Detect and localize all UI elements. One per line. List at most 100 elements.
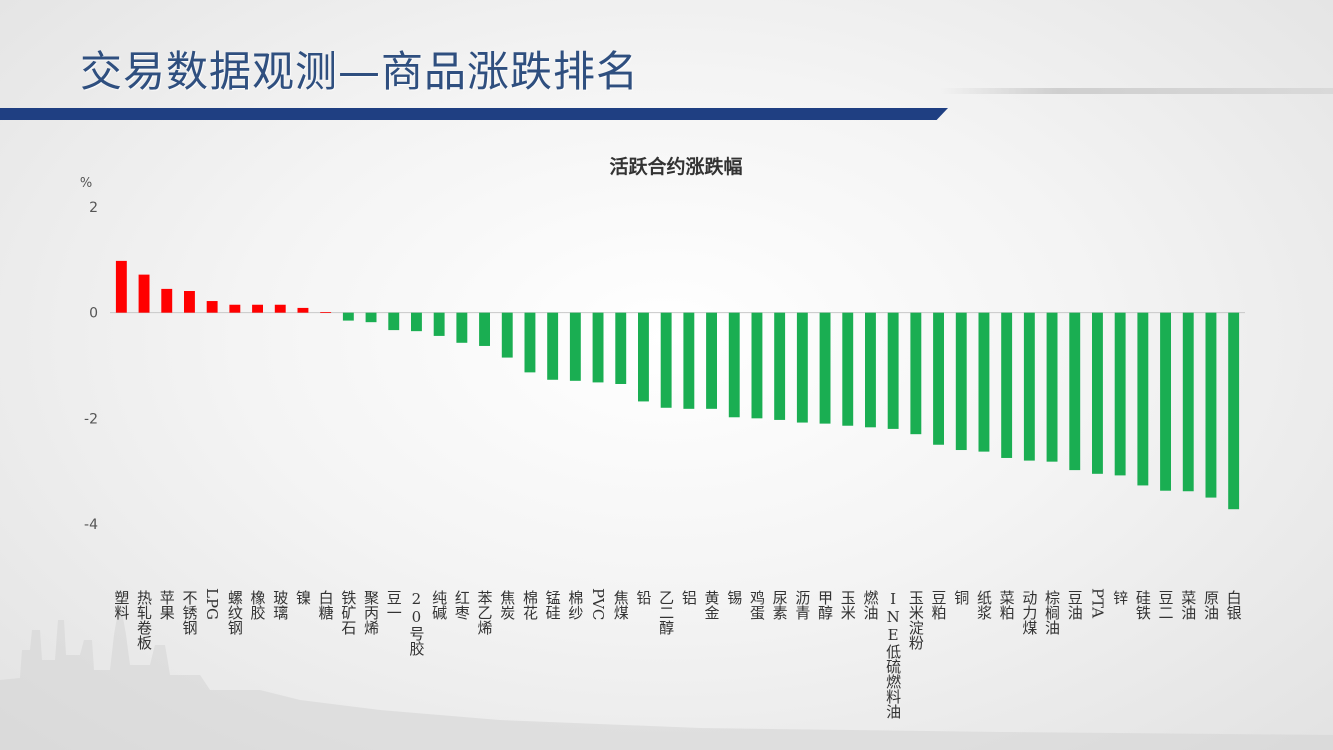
bar: [978, 312, 990, 452]
y-tick-label: 2: [89, 200, 98, 216]
x-category-label: INE低硫燃料油: [884, 590, 902, 719]
bar: [933, 312, 944, 445]
bar-series: [115, 260, 1240, 510]
x-category-label: 橡胶: [249, 590, 267, 621]
bar: [1137, 312, 1149, 486]
bar: [819, 312, 831, 424]
bar: [1092, 312, 1103, 474]
y-axis: 2 0 -2 -4: [84, 200, 98, 533]
bar: [274, 304, 286, 313]
bar: [569, 312, 581, 381]
bar: [615, 312, 627, 384]
x-category-label: 乙二醇: [657, 590, 675, 635]
bar: [1023, 312, 1035, 461]
bar: [479, 312, 490, 346]
bar: [342, 312, 354, 321]
bar: [1001, 312, 1013, 458]
bar: [1228, 312, 1240, 510]
x-category-label: 燃油: [861, 589, 879, 620]
bar: [774, 312, 786, 420]
x-category-label: 玻璃: [271, 590, 289, 620]
bar: [706, 312, 717, 409]
x-category-label: 焦煤: [612, 590, 630, 620]
x-category-label: 不锈钢: [180, 590, 198, 636]
x-category-label: 铅: [634, 590, 652, 605]
x-category-label: 鸡蛋: [748, 590, 766, 621]
bar: [1160, 312, 1171, 491]
bar: [229, 304, 241, 313]
slide-title: 交易数据观测—商品涨跌排名: [80, 47, 640, 96]
x-category-label: 白银: [1225, 590, 1243, 620]
x-category-label: 菜油: [1179, 590, 1197, 620]
y-tick-label: -4: [84, 517, 98, 533]
x-category-label: 黄金: [703, 590, 721, 620]
x-axis-category-labels: 塑料 热轧卷板 苹果 不锈钢 LPG 螺纹钢 橡胶 玻璃镍白糖 铁矿石 聚丙烯 豆一 20号胶 纯碱 红枣…: [112, 588, 1242, 719]
bar: [728, 312, 740, 418]
bar: [297, 307, 309, 313]
x-category-label: 棕榈油: [1043, 590, 1061, 635]
x-category-label: 菜粕: [998, 590, 1016, 620]
x-category-label: 苹果: [158, 590, 176, 620]
x-category-label: 棉纱: [566, 590, 584, 620]
bar: [796, 312, 808, 423]
bar: [592, 312, 604, 383]
x-category-label: 焦炭: [498, 590, 516, 620]
y-tick-label: -2: [84, 411, 98, 427]
x-category-label: 沥青: [793, 590, 811, 620]
x-category-label: 原油: [1202, 590, 1220, 620]
x-category-label: 白糖: [317, 590, 335, 620]
x-category-label: PVC: [589, 588, 607, 620]
x-category-label: 铁矿石: [339, 590, 357, 635]
bar: [501, 312, 513, 358]
x-category-label: 豆二: [1157, 590, 1175, 620]
bar: [1205, 312, 1217, 498]
bar: [547, 312, 559, 380]
bar: [206, 301, 218, 313]
bar: [184, 291, 195, 313]
x-category-label: 甲醇: [816, 590, 834, 620]
bar: [910, 312, 922, 435]
bar: [433, 312, 445, 336]
x-category-label: 热轧卷板: [135, 590, 153, 650]
x-category-label: 豆粕: [930, 590, 948, 620]
x-category-label: 红枣: [453, 590, 471, 620]
bar: [1114, 312, 1126, 476]
x-category-label: 豆一: [385, 590, 403, 620]
x-category-label: 苯乙烯: [476, 590, 494, 635]
bar: [751, 312, 763, 419]
bar: [411, 312, 422, 332]
bar: [955, 312, 967, 451]
x-category-label: 锰硅: [544, 590, 562, 620]
x-category-label: 塑料: [112, 590, 130, 620]
x-category-label: 锌: [1111, 590, 1129, 605]
x-category-label: PTA: [1088, 588, 1106, 618]
bar: [320, 312, 332, 313]
x-category-label: 铝: [680, 590, 698, 605]
city-skyline-decoration: [0, 600, 1333, 750]
x-category-label: 20号胶: [407, 590, 425, 657]
x-category-label: 豆油: [1066, 590, 1084, 620]
bar: [252, 304, 263, 313]
x-category-label: 棉花: [521, 590, 539, 621]
bar: [887, 312, 899, 429]
bar: [1046, 312, 1058, 462]
bar: [660, 312, 672, 408]
x-category-label: LPG: [203, 588, 221, 620]
x-category-label: 铜: [952, 590, 970, 606]
x-category-label: 镍: [294, 589, 312, 605]
x-category-label: 动力煤: [1020, 590, 1038, 635]
title-underline-bar: [0, 108, 948, 120]
x-category-label: 玉米: [839, 590, 857, 620]
x-category-label: 聚丙烯: [362, 590, 380, 635]
bar: [865, 312, 876, 428]
x-category-label: 尿素: [771, 590, 789, 620]
chart-title: 活跃合约涨跌幅: [609, 155, 742, 178]
bar: [115, 260, 127, 313]
x-category-label: 硅铁: [1134, 590, 1152, 620]
x-category-label: 螺纹钢: [226, 590, 244, 636]
bar: [365, 312, 377, 323]
bar: [638, 312, 649, 402]
bar: [683, 312, 695, 409]
bar: [138, 274, 150, 313]
